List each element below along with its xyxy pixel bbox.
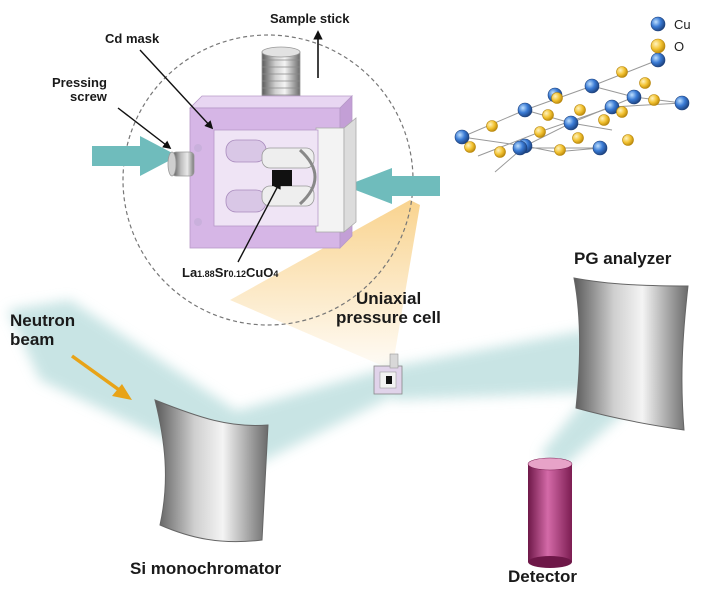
si-monochromator — [154, 399, 269, 543]
sample-pointer — [237, 180, 281, 263]
formula-part-0: La — [182, 265, 198, 280]
sample-stick-label: Sample stick — [270, 11, 350, 26]
pressing-screw-line-2: screw — [70, 89, 107, 105]
small-pressure-cell — [373, 353, 403, 395]
uniaxial-cell-line-2: pressure cell — [336, 307, 441, 327]
uniaxial-cell-label: Uniaxial pressure cell — [336, 289, 441, 327]
neutron-input-arrow — [70, 354, 124, 394]
formula-part-3: 0.12 — [228, 269, 246, 279]
si-monochromator-label: Si monochromator — [130, 559, 282, 578]
neutron-beam-line-1: Neutron — [10, 311, 76, 330]
pressing-screw-line-1: Pressing — [52, 75, 107, 90]
zoom-cone — [230, 200, 420, 370]
neutron-arrow-head — [112, 384, 132, 400]
pg-analyzer-label: PG analyzer — [574, 249, 672, 268]
formula-part-5: 4 — [273, 269, 279, 279]
formula-part-2: Sr — [214, 265, 229, 280]
neutron-beam-line-2: beam — [10, 329, 55, 349]
cu-legend-marker — [650, 16, 666, 32]
cd-mask-pointer — [139, 49, 214, 130]
neutron-beam-label: Neutron beam — [10, 311, 76, 349]
uniaxial-cell-line-1: Uniaxial — [356, 289, 422, 308]
formula-part-1: 1.88 — [197, 269, 215, 279]
cuo2-lattice — [454, 52, 690, 173]
cu-legend-label: Cu — [674, 17, 691, 32]
cd-mask-label: Cd mask — [105, 31, 160, 46]
pg-analyzer — [573, 277, 689, 431]
o-legend-marker — [650, 38, 666, 54]
right-pressure-arrow — [345, 168, 440, 204]
pressing-screw-pointer — [117, 107, 172, 150]
sample-formula-label: La1.88Sr0.12CuO4 — [182, 265, 279, 280]
detector-label: Detector — [508, 567, 577, 586]
pressing-screw-label: Pressing screw — [52, 75, 107, 105]
formula-part-4: CuO — [245, 265, 274, 280]
left-pressure-arrow — [92, 136, 178, 176]
detector-cylinder — [527, 457, 573, 568]
pressure-cell-inset — [167, 46, 357, 249]
o-legend-label: O — [674, 39, 685, 54]
